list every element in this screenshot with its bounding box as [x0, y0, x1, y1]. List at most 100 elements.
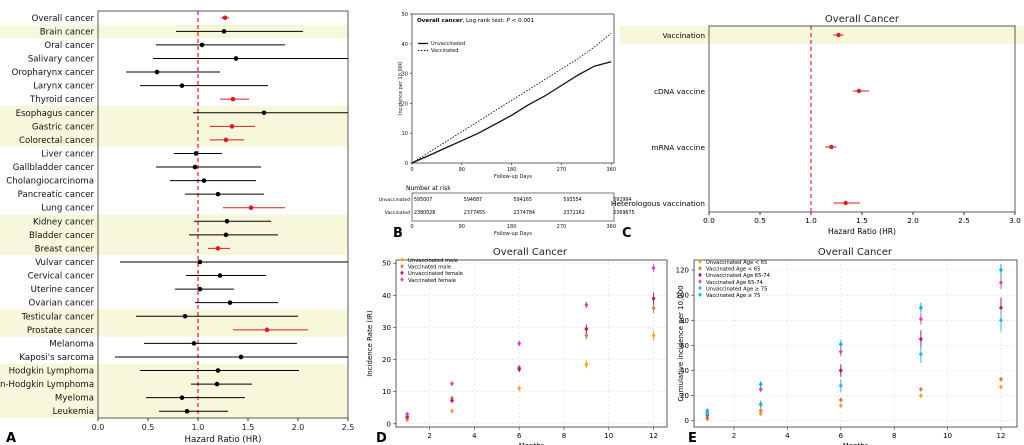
row-label-3: Heterologous vaccination: [611, 199, 705, 208]
data-point-2-2: [838, 367, 843, 374]
data-point-4-2: [838, 382, 843, 389]
x-tick-label: 1.5: [242, 423, 255, 432]
legend-label-1: Vaccinated: [431, 48, 458, 54]
x-tick-label: 2.0: [292, 423, 305, 432]
y-axis-label: Cumulative incidence per 10,000: [677, 285, 685, 401]
hr-point-6: [230, 96, 236, 102]
y-tick-label: 20: [680, 392, 689, 400]
legend-marker-4: [698, 285, 702, 291]
data-point-1-4: [998, 376, 1003, 382]
risk-value-0-0: 595007: [414, 197, 432, 203]
row-label-23: Prostate cancer: [27, 326, 95, 336]
data-point-3-2: [838, 349, 843, 355]
risk-value-1-3: 2372162: [563, 210, 584, 216]
risk-x-tick: 360: [606, 224, 616, 230]
data-point-0-4: [998, 384, 1003, 390]
panel-label: C: [622, 226, 632, 241]
legend-label-4: Unvaccinated Age ≥ 75: [706, 286, 767, 292]
panel-a-forest-plot: Overall cancer Brain cancer Oral cancer Sal…: [0, 10, 354, 445]
risk-row-name-1: Vaccinated: [385, 210, 410, 216]
risk-table-title: Number at risk: [406, 185, 451, 192]
risk-x-tick: 90: [459, 224, 465, 230]
hr-point-27: [214, 381, 220, 387]
data-point-3-4: [651, 265, 656, 271]
x-tick-label: 0: [410, 167, 413, 173]
data-point-3-1: [758, 386, 763, 392]
data-point-2-3: [918, 336, 923, 342]
data-point-4-3: [918, 351, 923, 357]
x-tick-label: 270: [557, 167, 567, 173]
row-label-15: Kidney cancer: [33, 217, 94, 227]
risk-value-0-4: 592994: [613, 197, 631, 203]
hr-point-5: [179, 83, 185, 88]
y-tick-label: 10: [382, 388, 391, 396]
legend-label-5: Vaccinated Age ≥ 75: [706, 293, 760, 299]
plot-frame: [411, 13, 615, 164]
row-label-26: Hodgkin Lymphoma: [9, 367, 94, 377]
hr-point-4: [154, 69, 160, 75]
data-point-5-1: [758, 381, 763, 387]
hr-point-23: [264, 327, 270, 333]
risk-value-0-3: 593554: [563, 197, 581, 203]
panel-label: E: [688, 431, 697, 445]
y-tick-label: 20: [402, 101, 408, 107]
row-label-14: Lung cancer: [41, 204, 94, 214]
data-point-0-1: [449, 408, 454, 414]
data-point-3-1: [449, 381, 454, 387]
row-label-13: Pancreatic cancer: [18, 190, 95, 200]
data-point-5-2: [838, 341, 843, 347]
hr-point-8: [229, 124, 235, 129]
data-point-4-4: [998, 317, 1003, 323]
data-point-4-0: [705, 411, 710, 417]
data-point-0-3: [584, 361, 589, 367]
x-tick-label: 6: [517, 432, 522, 440]
x-tick-label: 0.5: [754, 216, 766, 225]
chart-title-main: Overall cancer: [417, 18, 463, 24]
x-tick-label: 1.0: [192, 423, 205, 432]
data-point-2-4: [998, 305, 1003, 311]
panel-e-age-scatter: Overall Cancer 0 20 40 60 80 100 120 2 4 6 8 10 12 Mon…: [676, 247, 1018, 445]
x-tick-label: 90: [459, 167, 465, 173]
row-band: [0, 119, 348, 134]
y-tick-label: 40: [402, 42, 408, 48]
hr-point-3: [843, 200, 848, 206]
row-band: [0, 214, 348, 229]
y-tick-label: 0: [405, 161, 408, 167]
row-label-4: Oropharynx cancer: [12, 68, 95, 78]
y-axis-label: Incidence Rate (IR): [366, 310, 374, 377]
legend-marker-3: [698, 279, 702, 284]
data-point-0-3: [918, 393, 923, 399]
y-tick-label: 0: [685, 417, 689, 425]
data-point-1-0: [705, 415, 710, 421]
risk-value-1-1: 2377455: [464, 210, 485, 216]
x-tick-label: 0.0: [92, 423, 105, 432]
row-label-3: Salivary cancer: [28, 54, 95, 64]
x-tick-label: 10: [943, 432, 952, 440]
row-label-19: Cervical cancer: [28, 272, 95, 282]
hr-point-20: [197, 286, 203, 292]
legend-marker-0: [400, 257, 404, 262]
p-value: < 0.001: [510, 18, 535, 24]
row-label-7: Esophagus cancer: [16, 109, 95, 119]
data-point-1-4: [651, 305, 656, 311]
risk-x-label: Follow-up Days: [494, 231, 532, 237]
risk-value-0-2: 594165: [514, 197, 532, 203]
row-label-2: Oral cancer: [44, 41, 94, 51]
y-tick-label: 0: [387, 420, 391, 428]
risk-table-frame: [411, 192, 615, 222]
row-label-28: Myeloma: [55, 394, 94, 404]
row-label-21: Ovarian cancer: [29, 299, 95, 309]
hr-point-17: [215, 246, 221, 251]
legend-marker-2: [698, 272, 702, 278]
hr-point-15: [224, 218, 230, 224]
hr-point-21: [227, 300, 233, 305]
row-band: [0, 323, 348, 337]
legend-label-3: Vaccinated female: [408, 278, 456, 284]
legend-label-1: Vaccinated male: [408, 265, 451, 271]
panel-label: A: [6, 431, 16, 445]
x-tick-label: 360: [606, 167, 616, 173]
data-point-0-2: [517, 385, 522, 392]
hr-point-18: [197, 259, 203, 265]
row-band: [0, 377, 348, 391]
hr-point-0: [836, 32, 841, 38]
